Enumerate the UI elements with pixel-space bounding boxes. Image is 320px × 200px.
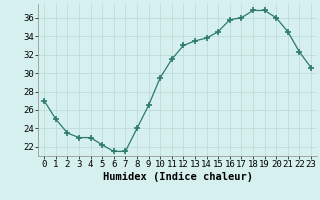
X-axis label: Humidex (Indice chaleur): Humidex (Indice chaleur) bbox=[103, 172, 252, 182]
